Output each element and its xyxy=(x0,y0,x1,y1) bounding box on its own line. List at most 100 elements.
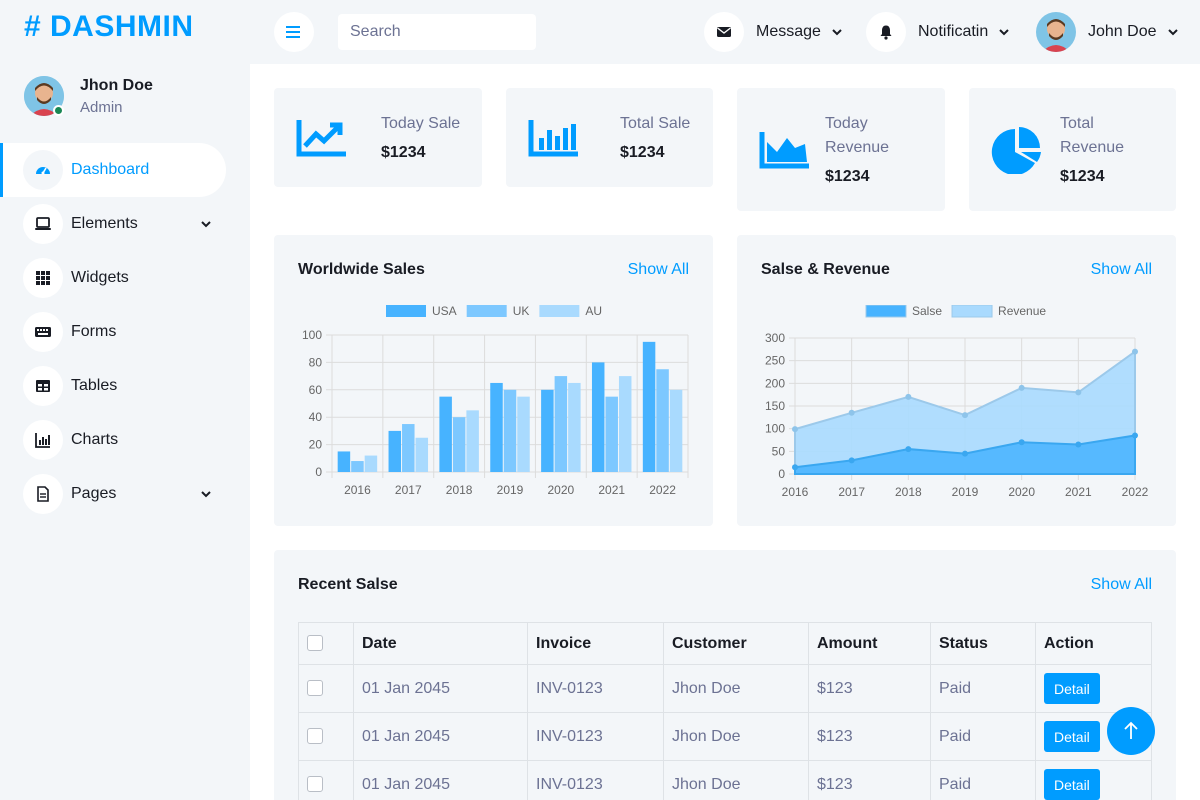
bar-uk-2016 xyxy=(351,461,364,472)
row-checkbox[interactable] xyxy=(307,728,323,745)
grid-icon xyxy=(23,258,63,298)
point-salse-2021 xyxy=(1075,441,1082,448)
brand-logo[interactable]: # DASHMIN xyxy=(24,10,194,43)
row-select-cell xyxy=(298,760,354,800)
cell-action: Detail xyxy=(1035,664,1152,713)
x-tick-label: 2020 xyxy=(1008,485,1035,499)
sidebar-item-elements[interactable]: Elements xyxy=(0,197,250,251)
cell-invoice: INV-0123 xyxy=(527,760,664,800)
point-revenue-2017 xyxy=(848,409,855,416)
message-dropdown[interactable]: Message xyxy=(704,12,843,52)
recent-sales-panel: Recent Salse Show All Date Invoice Custo… xyxy=(274,550,1176,800)
y-tick-label: 100 xyxy=(302,328,322,342)
bar-usa-2019 xyxy=(490,382,503,472)
column-header-amount: Amount xyxy=(808,622,931,665)
user-name: John Doe xyxy=(1088,23,1157,40)
legend-label: USA xyxy=(432,305,457,318)
profile-name: Jhon Doe xyxy=(80,76,153,94)
y-tick-label: 100 xyxy=(765,422,785,436)
sidebar-item-widgets[interactable]: Widgets xyxy=(0,251,250,305)
bar-usa-2016 xyxy=(337,451,351,472)
cell-status: Paid xyxy=(930,712,1036,761)
row-checkbox[interactable] xyxy=(307,776,323,793)
bar-au-2018 xyxy=(466,410,479,472)
recent-sales-table: Date Invoice Customer Amount Status Acti… xyxy=(298,622,1152,800)
detail-button[interactable]: Detail xyxy=(1044,673,1100,704)
y-tick-label: 300 xyxy=(765,331,785,345)
sidebar-nav: Dashboard Elements Widgets Forms Tabl xyxy=(0,143,250,521)
user-dropdown[interactable]: John Doe xyxy=(1036,12,1179,52)
cell-amount: $123 xyxy=(808,664,931,713)
point-revenue-2016 xyxy=(792,426,798,433)
stat-value: $1234 xyxy=(381,144,426,161)
sidebar-item-label: Widgets xyxy=(71,269,129,286)
topbar: Message Notificatin John Doe xyxy=(250,0,1200,64)
show-all-link[interactable]: Show All xyxy=(1090,576,1152,593)
bar-usa-2022 xyxy=(642,341,656,472)
legend-swatch xyxy=(951,305,993,318)
x-tick-label: 2018 xyxy=(446,483,473,497)
arrow-up-icon xyxy=(1124,721,1138,739)
point-salse-2020 xyxy=(1018,439,1025,446)
detail-button[interactable]: Detail xyxy=(1044,769,1100,800)
point-salse-2019 xyxy=(962,450,968,457)
row-select-cell xyxy=(298,664,354,713)
sidebar-item-dashboard[interactable]: Dashboard xyxy=(0,143,226,197)
cell-date: 01 Jan 2045 xyxy=(353,760,528,800)
chevron-down-icon xyxy=(201,491,211,498)
sidebar-item-charts[interactable]: Charts xyxy=(0,413,250,467)
online-status-dot xyxy=(53,105,64,116)
y-tick-label: 150 xyxy=(765,399,785,413)
bar-uk-2020 xyxy=(554,376,568,472)
sidebar-item-label: Dashboard xyxy=(71,161,150,178)
tachometer-icon xyxy=(23,150,63,190)
stat-label: Today Revenue xyxy=(825,115,890,156)
file-icon xyxy=(23,474,63,514)
stat-value: $1234 xyxy=(620,144,665,161)
message-label: Message xyxy=(756,23,821,40)
y-tick-label: 20 xyxy=(309,438,323,452)
sidebar-item-forms[interactable]: Forms xyxy=(0,305,250,359)
sidebar-toggle-button[interactable] xyxy=(274,12,314,52)
row-checkbox[interactable] xyxy=(307,680,323,697)
cell-invoice: INV-0123 xyxy=(527,712,664,761)
notification-label: Notificatin xyxy=(918,23,989,40)
select-all-checkbox[interactable] xyxy=(307,635,323,652)
point-revenue-2021 xyxy=(1075,389,1082,396)
panel-title: Recent Salse xyxy=(298,576,398,593)
column-header-action: Action xyxy=(1035,622,1152,665)
column-header-date: Date xyxy=(353,622,528,665)
x-tick-label: 2020 xyxy=(548,483,575,497)
sidebar-item-pages[interactable]: Pages xyxy=(0,467,250,521)
search-input[interactable] xyxy=(338,14,536,50)
profile-role: Admin xyxy=(80,98,123,116)
sidebar-item-tables[interactable]: Tables xyxy=(0,359,250,413)
notification-dropdown[interactable]: Notificatin xyxy=(866,12,1010,52)
bar-usa-2020 xyxy=(541,389,554,472)
show-all-link[interactable]: Show All xyxy=(1090,261,1152,278)
stat-label: Today Sale xyxy=(381,115,461,132)
laptop-icon xyxy=(23,204,63,244)
cell-customer: Jhon Doe xyxy=(663,664,809,713)
legend-label: UK xyxy=(513,305,530,318)
sidebar: # DASHMIN Jhon Doe Admin Dashboard Eleme… xyxy=(0,0,250,800)
stat-card-total-revenue: Total Revenue $1234 xyxy=(969,88,1176,211)
cell-action: Detail xyxy=(1035,760,1152,800)
show-all-link[interactable]: Show All xyxy=(627,261,689,278)
detail-button[interactable]: Detail xyxy=(1044,721,1100,752)
back-to-top-button[interactable] xyxy=(1107,707,1155,755)
point-revenue-2022 xyxy=(1132,348,1138,355)
sales-revenue-chart: Salse Revenue 0 50 100 150 200 250 300 2016 2017 20… xyxy=(765,305,1149,499)
x-tick-label: 2022 xyxy=(649,483,676,497)
y-tick-label: 60 xyxy=(309,383,323,397)
sidebar-item-label: Charts xyxy=(71,431,119,448)
bar-au-2016 xyxy=(364,455,378,472)
stat-value: $1234 xyxy=(1060,168,1105,185)
bar-uk-2022 xyxy=(656,369,669,472)
menu-icon xyxy=(286,26,300,38)
y-tick-label: 80 xyxy=(309,355,323,369)
bar-usa-2017 xyxy=(388,430,402,472)
sidebar-item-label: Forms xyxy=(71,323,117,340)
stat-value: $1234 xyxy=(825,168,870,185)
x-tick-label: 2021 xyxy=(1065,485,1092,499)
